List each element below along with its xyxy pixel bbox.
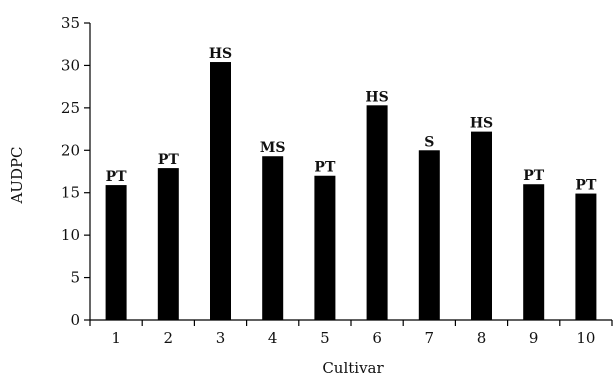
x-tick-label: 4 — [268, 329, 278, 347]
bar-cultivar-3 — [210, 62, 231, 320]
bar-label: PT — [158, 152, 180, 168]
x-tick-label: 7 — [425, 329, 435, 347]
bar-cultivar-7 — [418, 150, 440, 320]
bar-cultivar-10 — [575, 193, 597, 320]
y-tick-label: 10 — [61, 226, 80, 244]
y-axis-title: AUDPC — [8, 146, 26, 204]
bar-cultivar-2 — [157, 168, 179, 320]
x-tick-label: 5 — [320, 329, 330, 347]
bar-label: MS — [260, 140, 286, 156]
x-axis: 1 2 3 4 5 6 7 8 9 10 — [89, 319, 613, 347]
x-tick-label: 6 — [372, 329, 382, 347]
bar-label: PT — [575, 178, 597, 194]
bar-label: HS — [470, 116, 493, 132]
x-tick-label: 1 — [111, 329, 121, 347]
x-tick-label: 9 — [529, 329, 539, 347]
bar-labels: PT PT HS MS PT HS S HS PT PT — [106, 46, 597, 194]
bar-label: HS — [365, 89, 388, 105]
bar-label: PT — [523, 168, 545, 184]
bars — [105, 62, 597, 320]
y-tick-label: 15 — [61, 184, 80, 202]
y-tick-label: 20 — [61, 141, 80, 159]
bar-label: PT — [314, 160, 336, 176]
bar-label: S — [424, 134, 434, 150]
bar-cultivar-5 — [314, 175, 336, 320]
bar-cultivar-8 — [471, 131, 492, 320]
y-tick-label: 0 — [70, 311, 80, 329]
bar-cultivar-1 — [105, 185, 127, 320]
bar-cultivar-6 — [366, 105, 388, 320]
y-tick-label: 35 — [61, 14, 80, 32]
y-tick-label: 25 — [61, 99, 80, 117]
bar-label: PT — [106, 169, 128, 185]
y-tick-label: 30 — [61, 56, 80, 74]
bar-label: HS — [209, 46, 232, 62]
bar-cultivar-9 — [523, 184, 545, 320]
x-tick-label: 3 — [216, 329, 226, 347]
x-tick-label: 8 — [477, 329, 487, 347]
bar-cultivar-4 — [262, 156, 284, 320]
x-tick-label: 10 — [576, 329, 595, 347]
x-axis-title: Cultivar — [322, 359, 384, 377]
y-tick-label: 5 — [70, 269, 80, 287]
x-tick-label: 2 — [164, 329, 174, 347]
y-axis: 0 5 10 15 20 25 30 35 — [61, 14, 91, 329]
